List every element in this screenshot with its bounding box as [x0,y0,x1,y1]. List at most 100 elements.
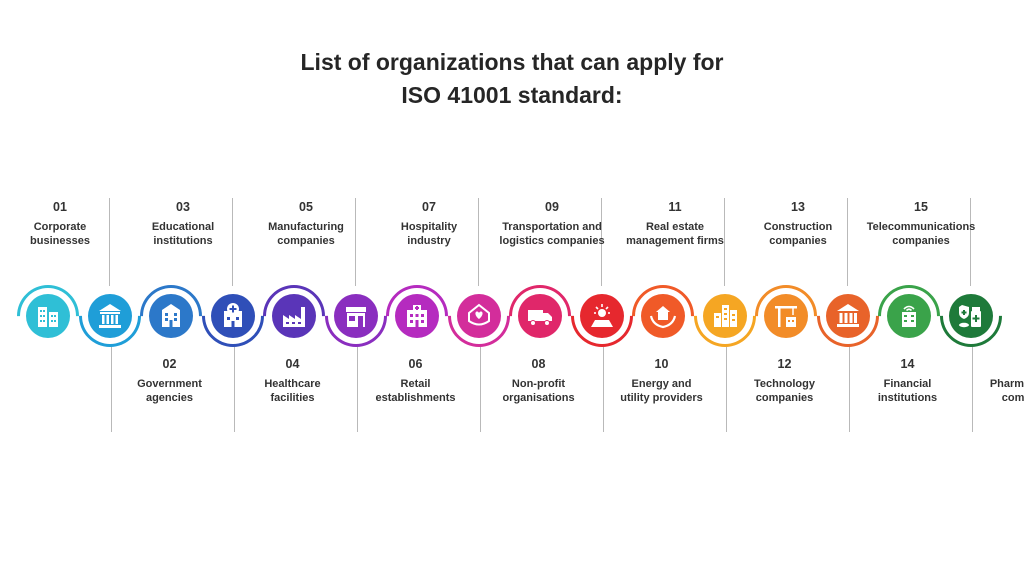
item-label-line: Real estate [645,221,705,233]
solar-energy-icon [579,294,624,338]
item-label-line: organisations [502,392,575,404]
item-label-line: Corporate [33,221,87,233]
charity-heart-icon [456,294,501,338]
item-number: 05 [299,200,313,214]
item-label-line: logistics companies [499,235,605,247]
connector-line [479,346,481,432]
connector-line [848,346,850,432]
shop-icon [333,294,378,338]
item-label: Hospitality industry [354,220,504,248]
item-label: Transportation and logistics companies [477,220,627,248]
item-label-line: Hospitality [400,221,458,233]
item-label: Educational institutions [108,220,258,248]
item-number: 08 [531,357,546,371]
item-number: 12 [777,357,792,371]
item-number: 14 [900,357,915,371]
city-buildings-icon [702,294,747,338]
title-line-2: ISO 41001 standard: [401,82,623,108]
item-label-line: Government [137,378,202,390]
item-label-line: agencies [145,392,194,404]
item-label-line: Retail [400,378,431,390]
item-label-line: Telecommunications [866,221,976,233]
item-label: Corporate businesses [0,220,135,248]
item-label-line: companies [277,235,335,247]
item-label: Technology companies [710,377,860,405]
crane-construction-icon [764,294,808,338]
item-label-line: Energy and [631,378,692,390]
item-number: 01 [53,200,67,214]
item-number: 11 [668,200,682,214]
signal-building-icon [887,294,931,338]
house-in-hands-icon [641,294,685,338]
page-title: List of organizations that can apply for… [0,46,1024,112]
item-number: 15 [914,200,928,214]
item-label-line: businesses [30,235,90,247]
item-label: Pharmaceutical companies [956,377,1024,405]
item-label: Real estate management firms [600,220,750,248]
item-label-line: companies [755,392,814,404]
item-number: 06 [408,357,423,371]
item-number: 10 [654,357,669,371]
item-label-line: Construction [763,221,833,233]
school-icon [149,294,193,338]
item-number: 16 [956,357,1024,371]
item-label-line: utility providers [620,392,703,404]
connector-line [847,198,848,286]
bank-icon [825,294,870,338]
connector-line [724,198,725,286]
connector-line [478,198,479,286]
item-label-line: Healthcare [264,378,321,390]
connector-line [356,346,358,432]
item-number: 02 [162,357,177,371]
connector-line [232,198,233,286]
connector-line [110,346,112,432]
connector-line [602,346,604,432]
hotel-icon [395,294,439,338]
item-label-line: Non-profit [511,378,566,390]
item-label-line: companies [1001,392,1024,404]
item-label: Retail establishments [341,377,491,405]
connector-line [109,198,110,286]
item-number: 13 [791,200,805,214]
item-number: 07 [422,200,436,214]
item-label: Non-profit organisations [464,377,614,405]
item-label-line: industry [407,235,451,247]
connector-line [970,198,971,286]
item-number: 09 [545,200,559,214]
connector-line [601,198,602,286]
item-label: Manufacturing companies [231,220,381,248]
item-label-line: Pharmaceutical [989,378,1024,390]
item-label: Government agencies [95,377,245,405]
connector-line [971,346,973,432]
item-label: Energy and utility providers [587,377,737,405]
item-label-line: establishments [375,392,456,404]
medicine-bottle-icon [948,294,993,338]
item-number: 04 [285,357,300,371]
connector-line [233,346,235,432]
item-number: 03 [176,200,190,214]
government-building-icon [87,294,132,338]
item-label: Healthcare facilities [218,377,368,405]
connector-line [725,346,727,432]
item-label-line: facilities [270,392,315,404]
item-label-line: Financial [883,378,932,390]
item-label-line: Manufacturing [268,221,344,233]
item-label-line: Educational [151,221,215,233]
item-label-line: institutions [877,392,938,404]
connector-line [355,198,356,286]
item-label-line: institutions [153,235,213,247]
factory-icon [272,294,316,338]
item-label: Financial institutions [833,377,983,405]
title-line-1: List of organizations that can apply for [300,49,724,75]
item-label-line: companies [892,235,950,247]
hospital-icon [210,294,255,338]
item-label: Construction companies [723,220,873,248]
item-label-line: Technology [754,378,815,390]
delivery-truck-icon [518,294,562,338]
item-label: Telecommunications companies [846,220,996,248]
item-label-line: Transportation and [502,221,602,233]
item-label-line: companies [769,235,827,247]
office-buildings-icon [26,294,70,338]
item-label-line: management firms [626,235,724,247]
